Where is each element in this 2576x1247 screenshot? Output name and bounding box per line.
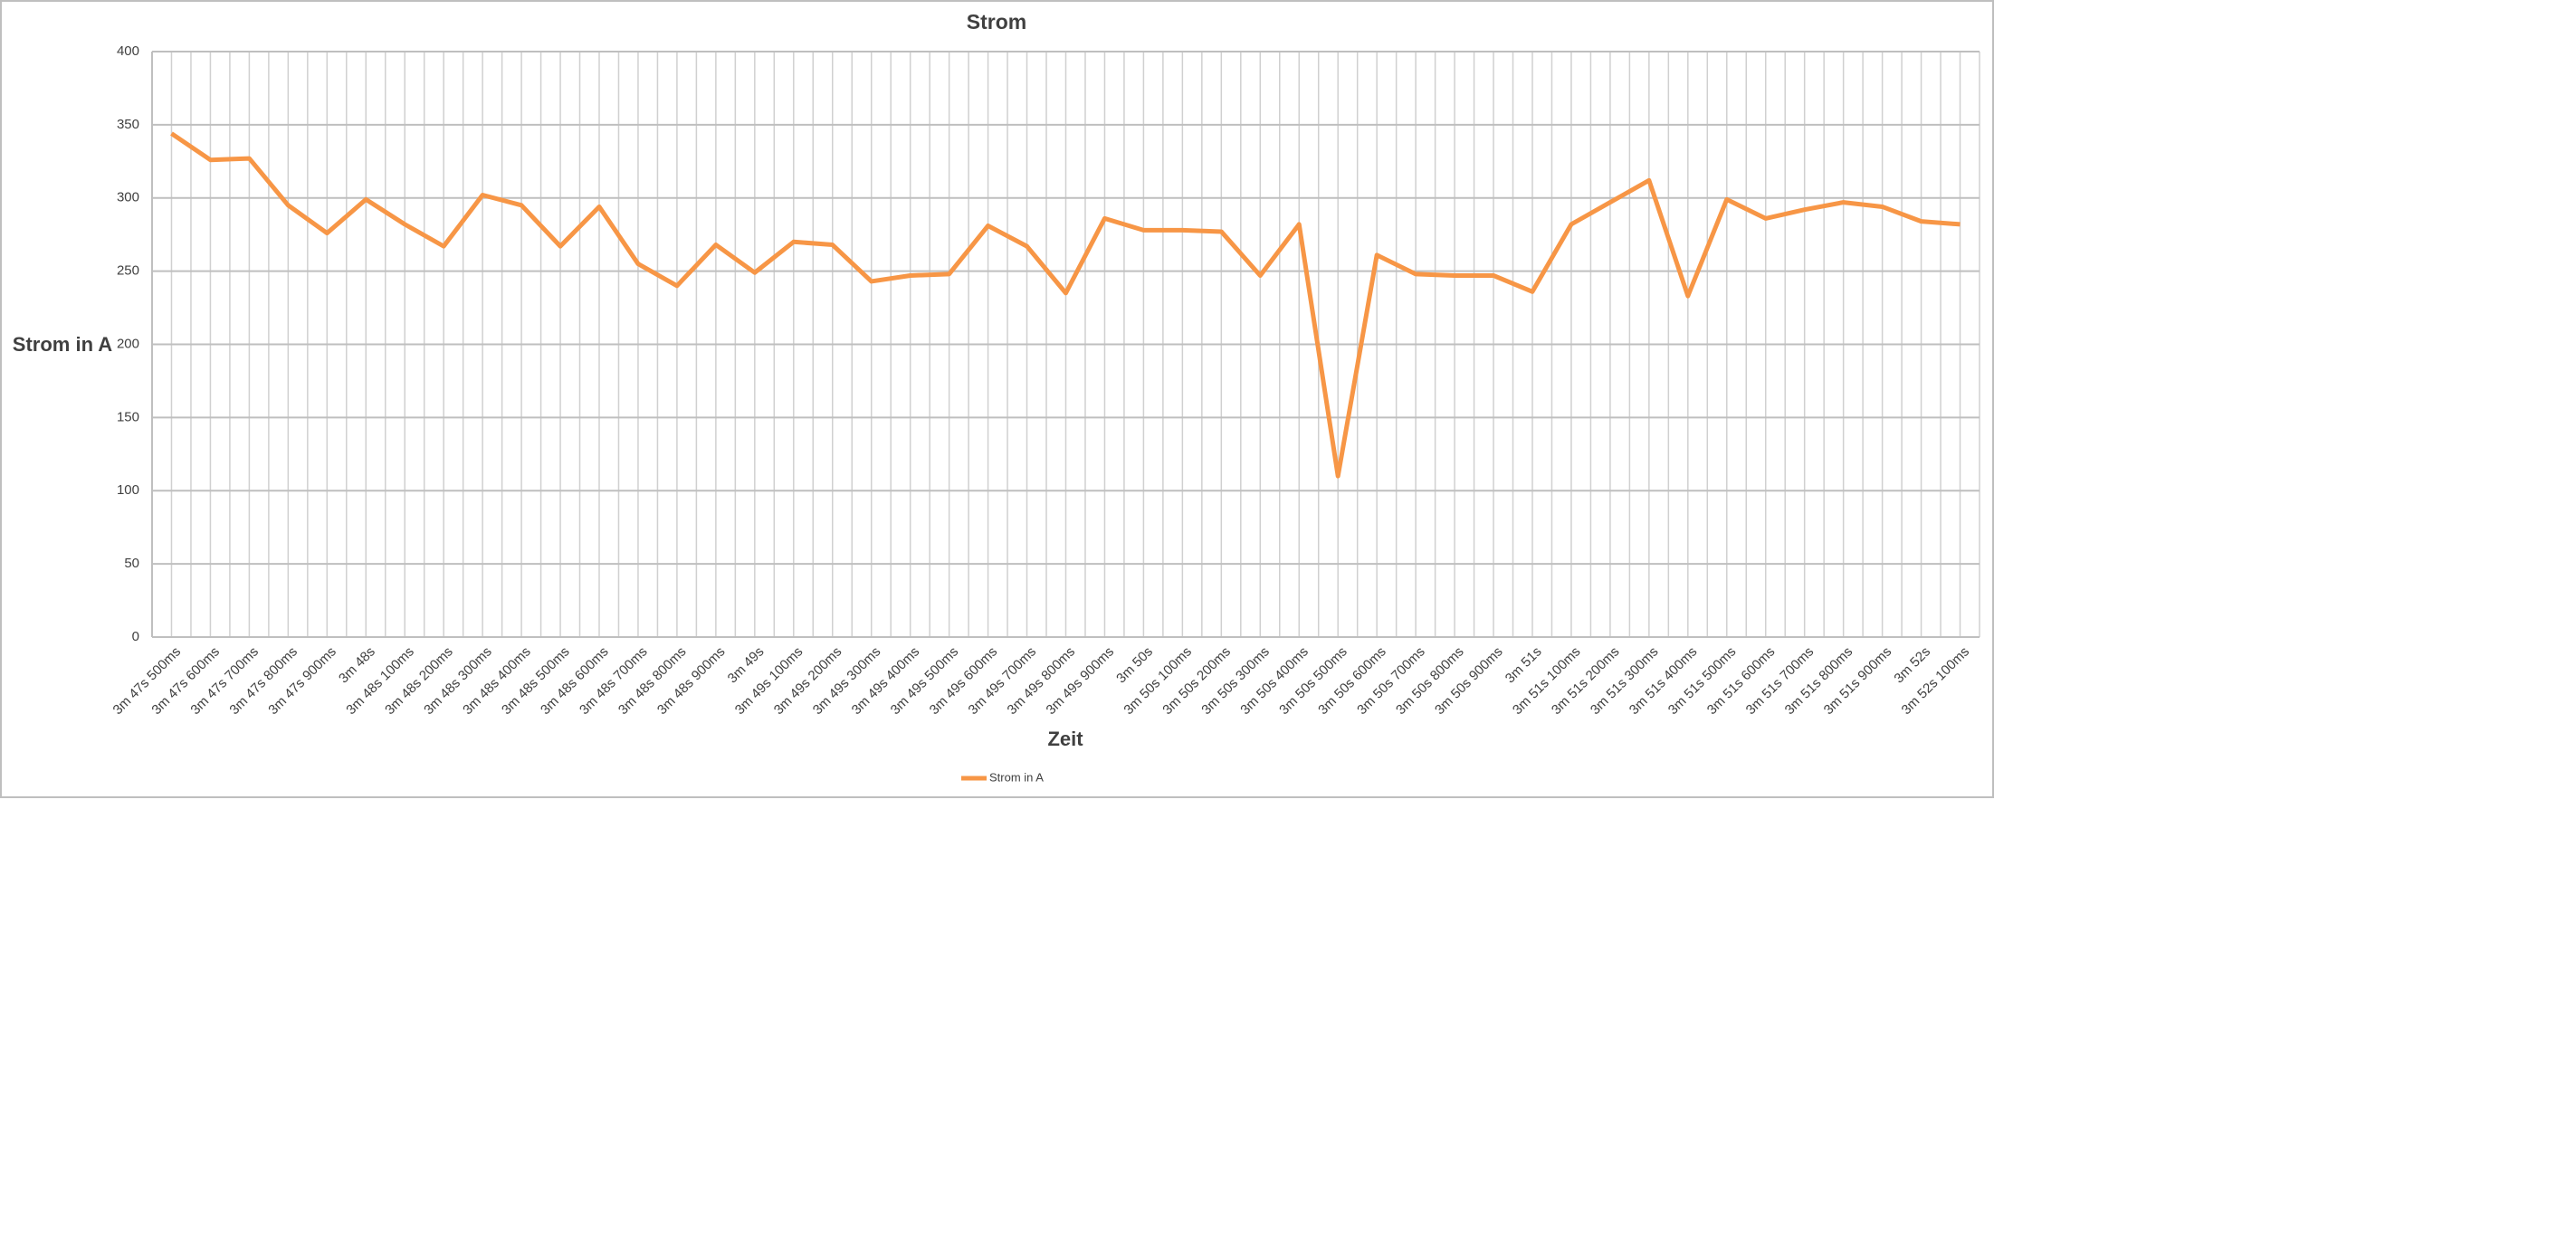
y-tick-label: 250 bbox=[117, 263, 139, 279]
y-tick-label: 300 bbox=[117, 190, 139, 205]
chart-frame bbox=[0, 0, 1994, 798]
x-axis-title: Zeit bbox=[1047, 728, 1083, 750]
y-tick-label: 0 bbox=[132, 629, 139, 644]
y-tick-label: 400 bbox=[117, 43, 139, 59]
y-tick-label: 100 bbox=[117, 482, 139, 498]
chart-title: Strom bbox=[967, 10, 1026, 33]
y-tick-label: 150 bbox=[117, 409, 139, 424]
y-axis-title: Strom in A bbox=[13, 333, 113, 356]
series-line bbox=[170, 131, 1961, 479]
y-tick-label: 50 bbox=[124, 556, 139, 571]
y-tick-label: 200 bbox=[117, 336, 139, 351]
legend-label: Strom in A bbox=[989, 770, 1044, 784]
y-tick-label: 350 bbox=[117, 117, 139, 132]
